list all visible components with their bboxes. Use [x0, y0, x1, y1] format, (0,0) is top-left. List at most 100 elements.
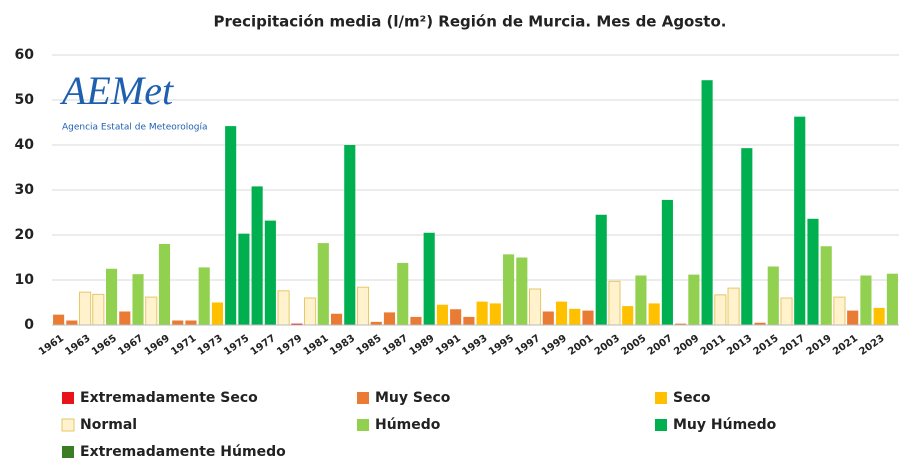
- bar: [198, 267, 210, 325]
- bar: [516, 257, 528, 325]
- x-tick-label: 1983: [328, 333, 357, 358]
- bar: [344, 145, 356, 325]
- bar: [383, 312, 396, 325]
- legend-label: Muy Húmedo: [673, 417, 777, 433]
- bar: [105, 268, 118, 325]
- bar: [264, 220, 276, 325]
- x-tick-label: 2023: [857, 333, 886, 358]
- bar: [410, 316, 422, 325]
- legend-label: Húmedo: [375, 417, 441, 433]
- x-tick-label: 2017: [778, 333, 807, 358]
- bar: [225, 126, 237, 325]
- legend-label: Muy Seco: [375, 390, 451, 406]
- bar: [833, 296, 846, 326]
- x-tick-label: 2007: [646, 333, 675, 358]
- bar: [132, 274, 144, 325]
- legend-swatch: [357, 392, 369, 404]
- x-tick-label: 1979: [275, 333, 304, 358]
- x-tick-label: 1971: [169, 333, 198, 358]
- bar: [66, 320, 78, 325]
- bar: [356, 286, 370, 326]
- x-tick-label: 1985: [355, 333, 384, 358]
- bar: [675, 323, 687, 325]
- x-tick-label: 2011: [699, 333, 728, 358]
- x-tick-label: 2001: [566, 333, 595, 358]
- bar: [436, 304, 448, 325]
- x-tick-label: 2021: [831, 333, 860, 358]
- x-tick-label: 1999: [540, 333, 569, 358]
- bar: [172, 320, 184, 325]
- bar: [807, 218, 819, 325]
- legend-swatch: [61, 418, 75, 432]
- legend-label: Normal: [80, 417, 137, 433]
- bar: [92, 293, 105, 326]
- legend-swatch: [655, 419, 667, 431]
- x-tick-label: 1989: [408, 333, 437, 358]
- y-tick-label: 50: [15, 92, 35, 108]
- bar: [79, 291, 92, 326]
- bar: [701, 80, 713, 325]
- y-tick-label: 30: [15, 182, 35, 198]
- bar: [648, 303, 660, 325]
- x-tick-label: 1967: [116, 333, 145, 358]
- bar: [528, 288, 542, 326]
- x-tick-label: 1973: [196, 333, 225, 358]
- bar: [211, 302, 223, 325]
- legend-label: Extremadamente Seco: [80, 390, 258, 406]
- legend-swatch: [62, 446, 74, 458]
- bar: [185, 320, 197, 325]
- bar: [145, 296, 158, 326]
- x-tick-label: 1997: [513, 333, 542, 358]
- bar: [119, 311, 131, 325]
- x-tick-label: 1961: [37, 333, 66, 358]
- bar: [661, 199, 673, 325]
- bar: [794, 116, 806, 326]
- legend-swatch: [357, 419, 369, 431]
- x-tick-label: 2003: [593, 333, 622, 358]
- bar: [53, 314, 65, 325]
- bar: [569, 308, 581, 325]
- x-tick-label: 1981: [302, 333, 331, 358]
- y-tick-label: 20: [15, 227, 35, 243]
- bar: [158, 244, 171, 325]
- bar: [555, 301, 568, 325]
- x-tick-label: 1991: [434, 333, 463, 358]
- x-tick-label: 1965: [90, 333, 119, 358]
- x-tick-label: 1963: [63, 333, 92, 358]
- bar: [503, 254, 515, 325]
- legend-swatch: [62, 392, 74, 404]
- logo-subtitle: Agencia Estatal de Meteorología: [62, 123, 208, 133]
- x-tick-label: 2005: [619, 333, 648, 358]
- bar: [741, 148, 753, 325]
- bar: [251, 186, 263, 325]
- bar: [476, 301, 488, 325]
- bar: [304, 297, 317, 326]
- y-tick-label: 0: [24, 317, 34, 333]
- y-tick-label: 40: [15, 137, 35, 153]
- bar: [847, 310, 859, 325]
- bar: [463, 316, 475, 325]
- bar: [635, 275, 647, 325]
- logo-name: AEMet: [59, 68, 174, 113]
- bar: [582, 310, 594, 325]
- bar: [860, 275, 872, 325]
- bar: [886, 273, 898, 325]
- bar: [780, 297, 793, 326]
- legend-swatch: [655, 392, 667, 404]
- bar: [595, 214, 607, 325]
- x-tick-label: 1975: [222, 333, 251, 358]
- x-tick-label: 1977: [249, 333, 278, 358]
- legend-label: Seco: [673, 390, 711, 406]
- x-tick-label: 1993: [460, 333, 489, 358]
- bar: [238, 233, 250, 325]
- bar: [317, 243, 329, 325]
- bar: [542, 311, 554, 325]
- bar: [277, 290, 290, 326]
- bar: [873, 307, 885, 325]
- x-tick-label: 2019: [805, 333, 834, 358]
- bar: [291, 323, 303, 325]
- bar: [727, 287, 740, 326]
- bar: [489, 303, 501, 325]
- chart-title: Precipitación media (l/m²) Región de Mur…: [214, 13, 727, 31]
